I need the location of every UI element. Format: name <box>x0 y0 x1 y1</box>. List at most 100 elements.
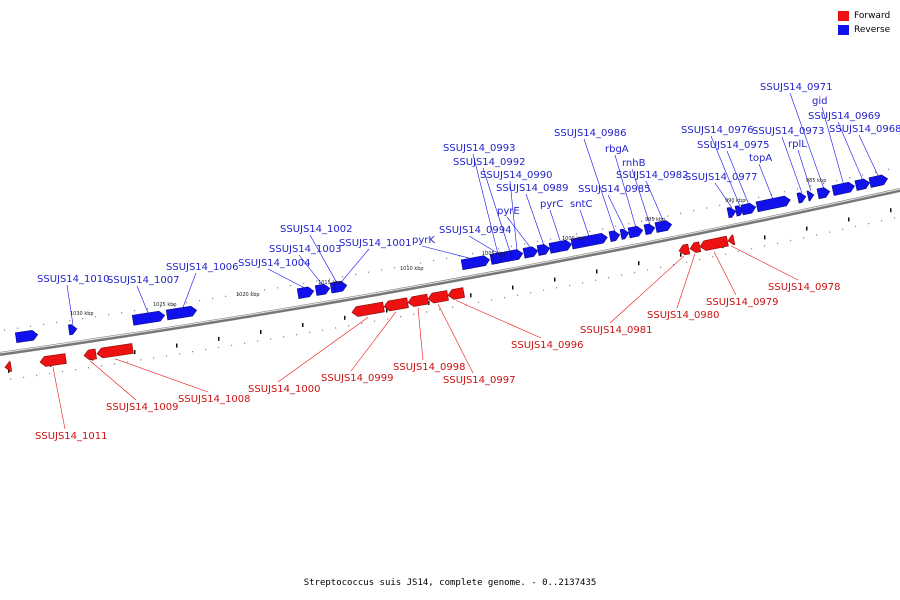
guide-dot <box>160 306 162 308</box>
guide-dot <box>836 180 838 182</box>
gene-arrow-ssujs14-0996 <box>447 287 465 300</box>
guide-dot <box>205 348 207 351</box>
guide-dot <box>485 250 487 252</box>
guide-dot <box>732 202 734 204</box>
gene-arrow-pyrc <box>548 239 573 254</box>
guide-dot <box>875 171 877 173</box>
guide-dot <box>634 271 636 274</box>
gene-arrow-ssujs14-0968 <box>868 174 888 188</box>
label-line-ssujs14-0993 <box>472 153 499 255</box>
gene-arrow-ssujs14-0999 <box>383 297 409 312</box>
gene-label-ssujs14-1002: SSUJS14_1002 <box>280 224 353 235</box>
label-line-ssujs14-1001 <box>340 248 370 283</box>
gene-label-ssujs14-1007: SSUJS14_1007 <box>107 275 180 286</box>
gene-arrow-rnhb <box>643 223 656 236</box>
guide-dot <box>439 308 441 311</box>
gene-arrow-topa <box>755 195 791 213</box>
gene-label-ssujs14-1006: SSUJS14_1006 <box>166 262 239 273</box>
tick-mark <box>512 285 514 290</box>
kbp-label: 1025 kbp <box>153 302 177 308</box>
gene-label-ssujs14-0997: SSUJS14_0997 <box>443 375 516 386</box>
gene-label-ssujs14-0980: SSUJS14_0980 <box>647 310 720 321</box>
guide-dot <box>563 235 565 238</box>
guide-dot <box>673 264 675 266</box>
gene-arrow-ssujs14-1006 <box>165 305 198 321</box>
label-line-ssujs14-0998 <box>417 307 424 361</box>
guide-dot <box>400 316 402 318</box>
guide-dot <box>355 273 357 276</box>
gene-label-rnhb: rnhB <box>622 158 646 169</box>
guide-dot <box>114 363 116 365</box>
guide-dot <box>706 207 708 209</box>
label-line-ssujs14-0973 <box>781 136 803 194</box>
guide-dot <box>849 177 851 179</box>
gene-label-ssujs14-1010: SSUJS14_1010 <box>37 274 110 285</box>
gene-arrow-pyrk <box>460 255 490 271</box>
gene-arrow-unlabelled <box>14 330 39 344</box>
gene-arrow-rbga <box>627 225 644 239</box>
gene-label-sntc: sntC <box>570 199 592 210</box>
tick-mark <box>344 315 346 320</box>
guide-dot <box>556 287 558 289</box>
guide-dot <box>69 319 71 322</box>
gene-label-ssujs14-0975: SSUJS14_0975 <box>697 140 770 151</box>
gene-label-pyrk: pyrK <box>412 235 435 246</box>
tick-mark <box>848 217 850 222</box>
guide-dot <box>303 282 305 285</box>
guide-dot <box>244 342 246 344</box>
guide-dot <box>140 359 142 361</box>
gene-arrow-unlabelled <box>4 361 12 372</box>
position-dots <box>4 168 896 380</box>
guide-dot <box>238 293 240 295</box>
guide-dot <box>751 248 753 250</box>
guide-dot <box>569 284 571 286</box>
gene-arrow-ssujs14-0979 <box>699 235 729 251</box>
label-line-ssujs14-0989 <box>525 193 545 246</box>
gene-label-gid: gid <box>812 96 827 107</box>
guide-dot <box>413 313 415 315</box>
label-line-ssujs14-0976 <box>710 135 741 207</box>
label-line-ssujs14-0971 <box>789 92 825 190</box>
gene-label-ssujs14-0981: SSUJS14_0981 <box>580 325 653 336</box>
guide-dot <box>257 340 259 342</box>
gene-arrow-ssujs14-1004 <box>296 286 315 299</box>
kbp-label: 990 kbp <box>725 198 745 204</box>
label-line-ssujs14-0985 <box>607 194 626 230</box>
guide-dot <box>855 225 857 228</box>
gene-label-pyre: pyrE <box>497 206 520 217</box>
guide-dot <box>62 371 64 373</box>
reverse-swatch <box>838 25 849 35</box>
guide-dot <box>348 325 350 327</box>
label-line-ssujs14-1006 <box>181 272 197 311</box>
guide-dot <box>888 168 890 170</box>
guide-dot <box>101 365 103 367</box>
label-line-ssujs14-1000 <box>277 317 369 383</box>
gene-arrow-ssujs14-0998 <box>407 293 429 307</box>
guide-dot <box>231 344 233 346</box>
tick-mark <box>890 208 892 213</box>
guide-dot <box>153 357 155 359</box>
gene-arrow-ssujs14-0973 <box>796 192 807 204</box>
gene-label-ssujs14-0973: SSUJS14_0973 <box>752 126 825 137</box>
label-line-ssujs14-0980 <box>676 253 696 309</box>
label-line-topa <box>758 163 775 202</box>
guide-dot <box>43 323 45 326</box>
guide-dot <box>186 302 188 304</box>
guide-dot <box>829 231 831 233</box>
guide-dot <box>225 295 227 297</box>
guide-dot <box>134 310 136 312</box>
guide-dot <box>810 185 812 187</box>
label-line-ssujs14-1009 <box>89 360 137 401</box>
legend: Forward Reverse <box>838 9 890 37</box>
gene-arrow-ssujs14-0997 <box>427 290 449 304</box>
guide-dot <box>446 257 448 259</box>
label-lines <box>52 92 880 430</box>
guide-dot <box>478 301 480 304</box>
label-line-ssujs14-0996 <box>455 300 542 339</box>
guide-dot <box>368 271 370 273</box>
guide-dot <box>842 228 844 230</box>
guide-dot <box>641 220 643 222</box>
guide-dot <box>192 351 194 353</box>
guide-dot <box>407 264 409 266</box>
guide-dot <box>602 228 604 230</box>
